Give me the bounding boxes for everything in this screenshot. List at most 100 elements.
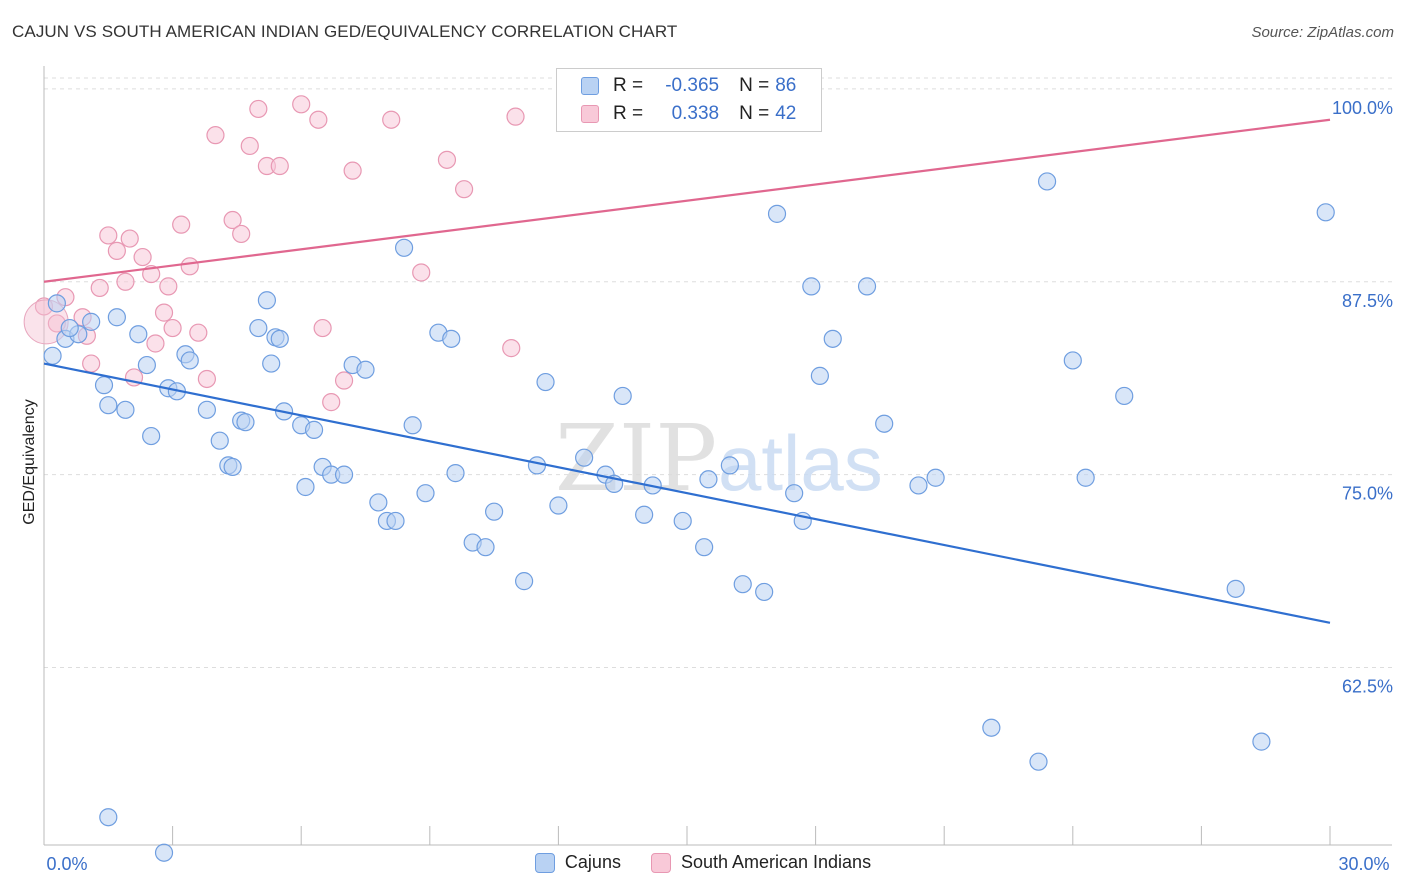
x-tick-label-max: 30.0%: [1338, 854, 1389, 874]
data-point-south-american-indians: [154, 303, 174, 322]
data-point-cajuns: [137, 355, 156, 375]
data-point-cajuns: [107, 308, 126, 327]
legend-r-label: R =: [613, 75, 644, 96]
data-point-cajuns: [733, 575, 752, 594]
tick-labels: 100.0% 87.5% 75.0% 62.5% 0.0% 30.0%: [46, 98, 1393, 874]
chart-title: CAJUN VS SOUTH AMERICAN INDIAN GED/EQUIV…: [12, 22, 678, 41]
data-point-south-american-indians: [292, 95, 311, 114]
data-point-cajuns: [1316, 203, 1335, 222]
data-point-south-american-indians: [223, 210, 242, 230]
trend-line-south-american-indians: [43, 118, 1331, 283]
data-point-cajuns: [485, 502, 504, 521]
data-point-south-american-indians: [146, 334, 165, 353]
data-point-cajuns: [536, 372, 555, 392]
legend-swatch-south-american-indians: [581, 105, 599, 123]
data-point-cajuns: [857, 277, 877, 296]
data-point-south-american-indians: [90, 278, 109, 298]
data-point-cajuns: [613, 386, 632, 406]
axes: [43, 66, 1392, 846]
data-point-cajuns: [1226, 579, 1245, 598]
data-point-cajuns: [1115, 386, 1134, 406]
trend-lines: [43, 118, 1331, 624]
source-credit: Source: ZipAtlas.com: [1251, 24, 1394, 41]
data-point-south-american-indians: [159, 277, 178, 296]
data-point-south-american-indians: [163, 318, 182, 338]
data-point-cajuns: [47, 294, 66, 313]
data-point-south-american-indians: [240, 136, 259, 156]
data-point-cajuns: [926, 468, 945, 487]
data-point-cajuns: [270, 329, 289, 348]
trend-line-cajuns: [43, 362, 1331, 624]
data-point-south-american-indians: [120, 229, 139, 248]
data-point-cajuns: [875, 414, 894, 433]
data-point-cajuns: [197, 400, 216, 419]
data-point-cajuns: [99, 396, 118, 415]
data-point-cajuns: [296, 477, 315, 497]
data-point-cajuns: [369, 493, 388, 512]
data-point-south-american-indians: [189, 323, 208, 342]
series-cajuns: [43, 172, 1335, 862]
legend-swatch-south-american-indians: [650, 852, 671, 873]
data-point-cajuns: [257, 291, 277, 310]
y-tick-label: 100.0%: [1332, 98, 1393, 118]
data-point-south-american-indians: [172, 215, 191, 234]
data-point-south-american-indians: [133, 247, 152, 267]
y-tick-label: 62.5%: [1342, 677, 1393, 697]
data-point-south-american-indians: [270, 156, 289, 176]
legend-r-label: R =: [613, 103, 644, 124]
legend-label-cajuns: Cajuns: [564, 852, 621, 872]
series-legend: Cajuns South American Indians: [0, 852, 1406, 873]
data-point-cajuns: [403, 416, 422, 435]
legend-n-label: N =: [739, 103, 770, 124]
data-point-cajuns: [720, 456, 739, 475]
legend-item-cajuns[interactable]: Cajuns: [534, 852, 621, 873]
data-point-cajuns: [446, 464, 465, 483]
data-point-cajuns: [236, 413, 255, 432]
data-point-cajuns: [356, 360, 375, 379]
data-point-cajuns: [416, 484, 435, 503]
y-tick-label: 87.5%: [1342, 291, 1393, 311]
data-point-cajuns: [60, 318, 79, 338]
data-point-cajuns: [99, 808, 118, 827]
data-point-cajuns: [476, 538, 495, 557]
data-point-cajuns: [210, 431, 229, 450]
data-point-cajuns: [699, 470, 718, 489]
data-point-cajuns: [94, 376, 114, 395]
data-point-cajuns: [223, 457, 242, 477]
data-point-south-american-indians: [322, 393, 341, 412]
data-point-south-american-indians: [206, 126, 225, 145]
data-point-cajuns: [810, 366, 829, 385]
legend-item-south-american-indians[interactable]: South American Indians: [650, 852, 871, 873]
data-point-south-american-indians: [502, 339, 521, 358]
legend-n-value-south-american-indians: 42: [775, 103, 797, 124]
data-point-cajuns: [304, 420, 324, 439]
legend-n-label: N =: [739, 75, 770, 96]
data-point-cajuns: [549, 496, 568, 515]
data-point-south-american-indians: [334, 371, 354, 390]
data-point-cajuns: [1252, 732, 1271, 751]
legend-row-cajuns: R = -0.365 N = 86: [581, 74, 796, 98]
data-point-south-american-indians: [437, 150, 457, 169]
gridlines: [44, 77, 1392, 669]
data-point-cajuns: [249, 318, 268, 338]
data-point-cajuns: [116, 400, 135, 419]
data-point-south-american-indians: [249, 99, 268, 119]
data-point-cajuns: [262, 354, 281, 373]
data-point-south-american-indians: [313, 318, 332, 338]
data-point-south-american-indians: [382, 110, 401, 129]
data-point-cajuns: [527, 456, 547, 475]
data-point-cajuns: [695, 538, 714, 557]
legend-row-south-american-indians: R = 0.338 N = 42: [581, 102, 796, 126]
legend-r-value-cajuns: -0.365: [665, 75, 720, 96]
data-point-south-american-indians: [116, 272, 135, 291]
legend-swatch-cajuns: [534, 852, 555, 873]
data-point-cajuns: [394, 238, 414, 257]
legend-swatch-cajuns: [581, 77, 599, 95]
data-point-south-american-indians: [180, 257, 199, 276]
x-tick-label-min: 0.0%: [46, 854, 87, 874]
data-point-south-american-indians: [197, 369, 216, 389]
data-point-cajuns: [802, 277, 821, 296]
data-point-south-american-indians: [343, 161, 362, 180]
data-point-cajuns: [575, 448, 594, 467]
